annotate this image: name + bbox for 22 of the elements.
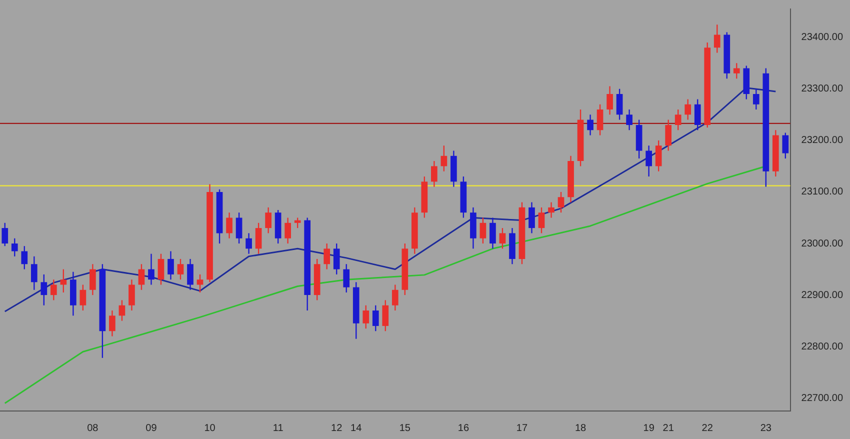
x-tick-label: 12	[331, 422, 343, 434]
x-tick-label: 17	[516, 422, 528, 434]
y-tick-label: 22900.00	[801, 290, 844, 301]
x-tick-label: 11	[272, 422, 284, 434]
y-tick-label: 23000.00	[801, 238, 844, 250]
x-tick-label: 08	[87, 422, 99, 434]
x-tick-label: 23	[760, 422, 772, 434]
y-tick-label: 23400.00	[801, 32, 844, 44]
x-tick-label: 10	[204, 422, 216, 434]
y-tick-label: 23300.00	[801, 84, 844, 95]
x-tick-label: 21	[662, 422, 674, 434]
x-tick-label: 14	[350, 422, 362, 434]
x-tick-label: 22	[702, 422, 714, 434]
y-tick-label: 22800.00	[801, 341, 844, 352]
y-tick-label: 22700.00	[801, 392, 844, 404]
x-tick-label: 18	[574, 422, 587, 434]
x-tick-label: 16	[458, 422, 470, 434]
x-tick-label: 09	[146, 422, 158, 434]
x-tick-label: 19	[643, 422, 655, 434]
y-tick-label: 23200.00	[801, 135, 844, 146]
x-tick-label: 15	[399, 422, 411, 434]
y-tick-label: 23100.00	[801, 186, 844, 198]
